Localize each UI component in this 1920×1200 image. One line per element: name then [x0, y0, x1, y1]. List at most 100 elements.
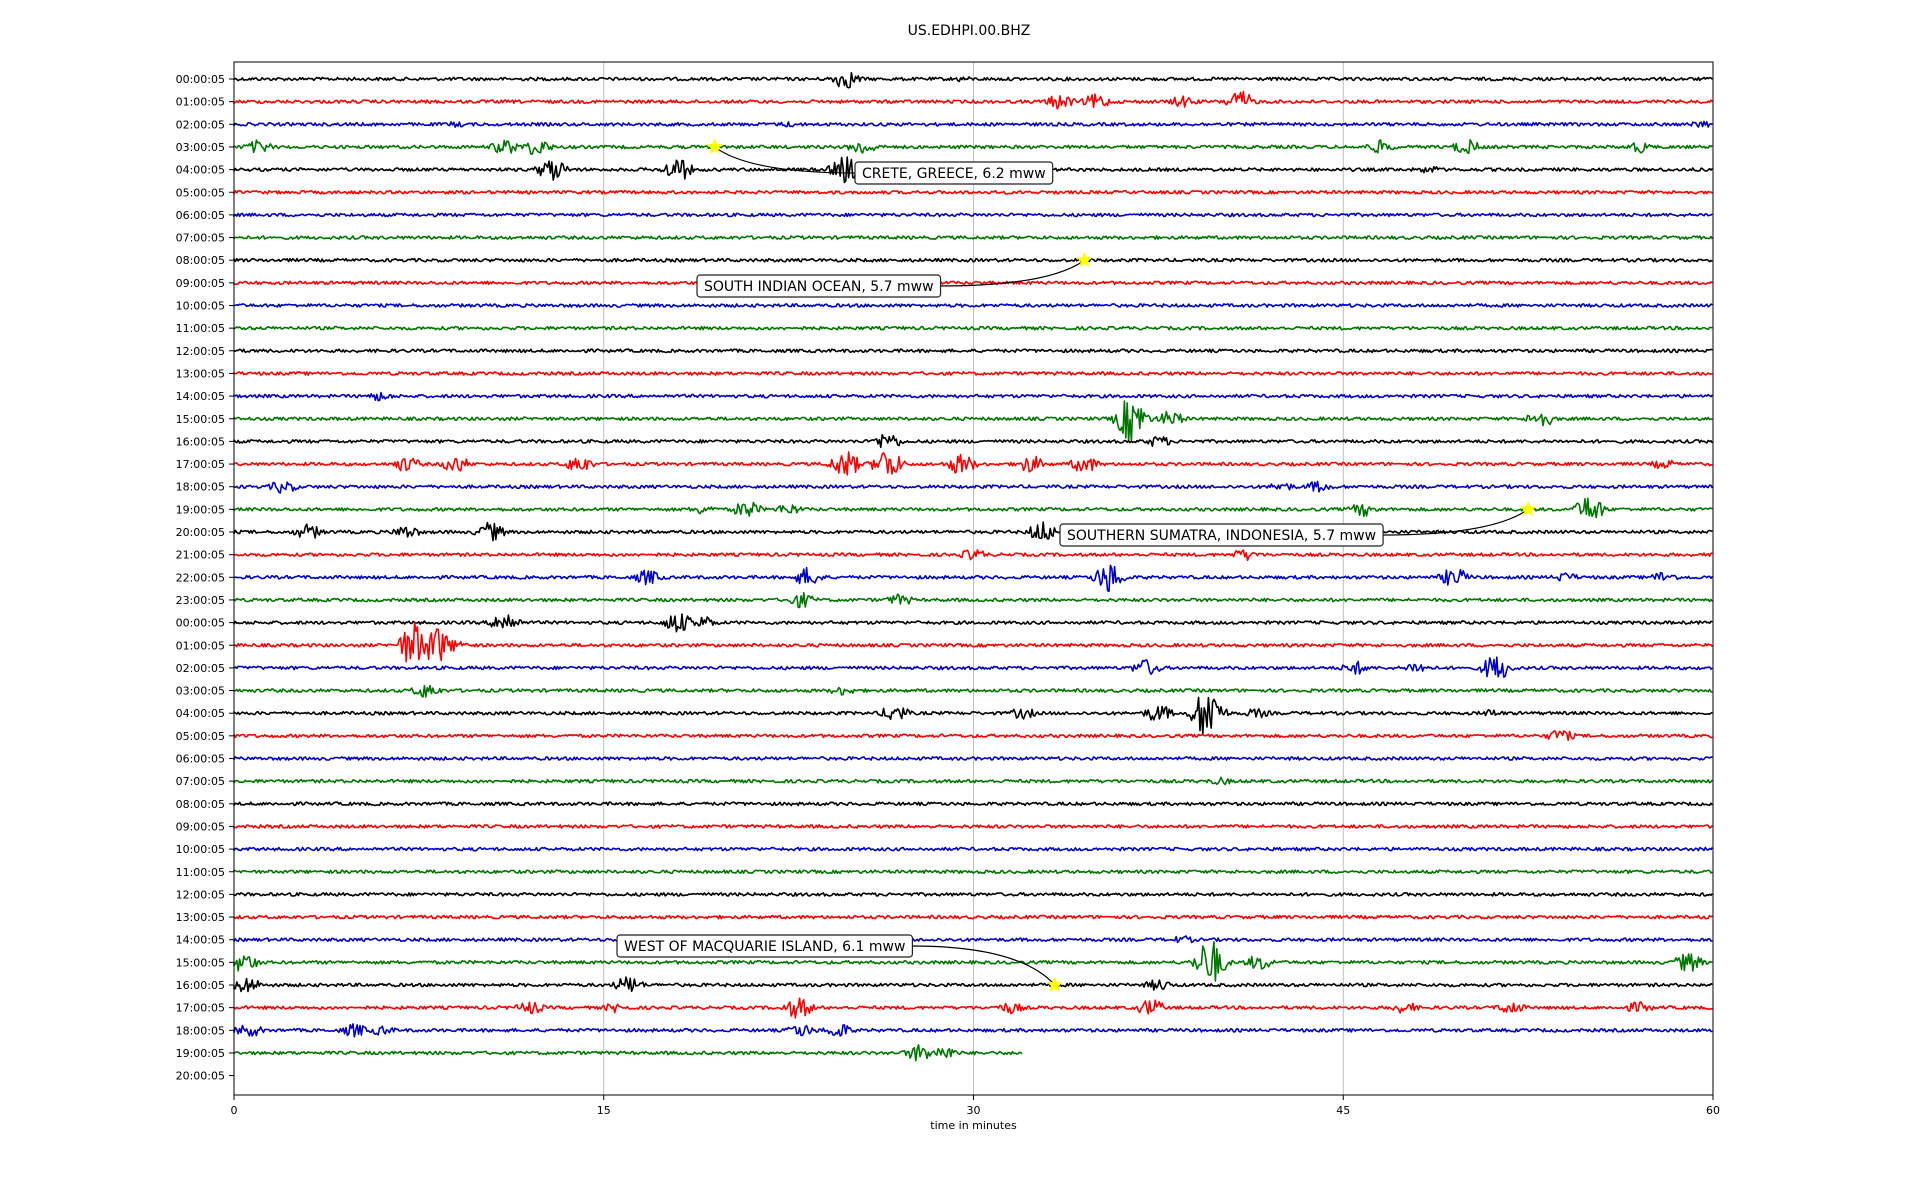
trace-row [233, 235, 1714, 240]
trace-row [233, 549, 1713, 562]
y-tick-label: 17:00:05 [176, 1002, 225, 1015]
trace-row [233, 303, 1713, 308]
trace-row [233, 257, 1713, 263]
y-tick-label: 17:00:05 [176, 458, 225, 471]
event-annotation: CRETE, GREECE, 6.2 mww [706, 138, 1054, 185]
event-star-icon [1076, 251, 1093, 268]
event-annotation: WEST OF MACQUARIE ISLAND, 6.1 mww [616, 934, 1064, 993]
trace-row [233, 613, 1713, 633]
y-tick-label: 06:00:05 [176, 209, 225, 222]
y-tick-label: 08:00:05 [176, 798, 225, 811]
trace-row [233, 801, 1714, 807]
event-label: SOUTHERN SUMATRA, INDONESIA, 5.7 mww [1067, 528, 1376, 544]
y-tick-label: 18:00:05 [176, 481, 225, 494]
trace-row [233, 120, 1713, 128]
trace-row [233, 914, 1713, 920]
trace-row [233, 621, 1714, 663]
chart-title: US.EDHPI.00.BHZ [908, 23, 1031, 39]
event-label-box [696, 274, 942, 298]
trace-row [233, 592, 1714, 609]
x-tick-label: 30 [967, 1104, 981, 1117]
y-tick-label: 12:00:05 [176, 888, 225, 901]
trace-row [233, 1023, 1713, 1038]
event-annotation: SOUTH INDIAN OCEAN, 5.7 mww [696, 251, 1093, 298]
event-annotation: SOUTHERN SUMATRA, INDONESIA, 5.7 mww [1059, 500, 1537, 547]
x-tick-labels: 0 15 30 45 60 [231, 1095, 1720, 1117]
event-label: SOUTH INDIAN OCEAN, 5.7 mww [704, 279, 934, 295]
y-tick-label: 00:00:05 [176, 73, 225, 86]
trace-row [233, 730, 1713, 742]
trace-row [233, 480, 1714, 494]
event-connector [912, 945, 1056, 986]
x-tick-label: 15 [597, 1104, 611, 1117]
event-star-icon [1519, 500, 1537, 517]
trace-row [233, 371, 1713, 376]
y-tick-label: 12:00:05 [176, 345, 225, 358]
trace-row [233, 656, 1713, 678]
y-tick-label: 02:00:05 [176, 118, 225, 131]
y-tick-label: 05:00:05 [176, 730, 225, 743]
event-annotations: CRETE, GREECE, 6.2 mww SOUTH INDIAN OCEAN… [616, 138, 1537, 993]
event-label-box [1059, 523, 1384, 547]
trace-row [233, 696, 1713, 735]
trace-row [233, 90, 1714, 110]
event-label-box [854, 161, 1054, 185]
trace-row [233, 824, 1713, 829]
y-tick-label: 14:00:05 [176, 934, 225, 947]
trace-row [233, 892, 1714, 897]
event-label: CRETE, GREECE, 6.2 mww [862, 166, 1046, 182]
y-tick-label: 15:00:05 [176, 413, 225, 426]
trace-row [233, 348, 1713, 354]
y-tick-label: 09:00:05 [176, 820, 225, 833]
event-label: WEST OF MACQUARIE ISLAND, 6.1 mww [624, 939, 905, 955]
trace-row [233, 935, 1713, 944]
event-connector [1383, 508, 1529, 536]
trace-row [233, 1044, 1023, 1062]
trace-row [233, 400, 1713, 443]
y-tick-label: 13:00:05 [176, 911, 225, 924]
y-tick-label: 20:00:05 [176, 1070, 225, 1083]
trace-row [233, 139, 1713, 155]
trace-row [233, 212, 1713, 218]
y-tick-label: 00:00:05 [176, 617, 225, 630]
y-tick-label: 06:00:05 [176, 753, 225, 766]
trace-row [233, 497, 1713, 519]
y-tick-label: 20:00:05 [176, 526, 225, 539]
y-tick-label: 04:00:05 [176, 707, 225, 720]
y-tick-label: 16:00:05 [176, 435, 225, 448]
y-tick-label: 14:00:05 [176, 390, 225, 403]
trace-row [233, 976, 1713, 993]
event-star-icon [706, 138, 723, 154]
y-tick-label: 16:00:05 [176, 979, 225, 992]
x-axis-label: time in minutes [930, 1119, 1017, 1132]
x-tick-label: 60 [1706, 1104, 1720, 1117]
y-tick-label: 05:00:05 [176, 186, 225, 199]
y-tick-label: 19:00:05 [176, 503, 225, 516]
y-tick-label: 03:00:05 [176, 141, 225, 154]
y-tick-label: 11:00:05 [176, 322, 225, 335]
plot-frame [233, 61, 1714, 1096]
trace-row [233, 869, 1713, 875]
y-tick-label: 19:00:05 [176, 1047, 225, 1060]
y-tick-label: 21:00:05 [176, 549, 225, 562]
trace-row [233, 434, 1714, 449]
y-tick-label: 10:00:05 [176, 300, 225, 313]
event-star-icon [1046, 976, 1064, 993]
trace-row [233, 776, 1714, 786]
trace-row [233, 756, 1713, 761]
trace-row [233, 325, 1713, 331]
trace-row [233, 997, 1713, 1019]
trace-row [233, 941, 1713, 982]
y-tick-label: 01:00:05 [176, 96, 225, 109]
event-label-box [616, 934, 914, 958]
y-tick-label: 01:00:05 [176, 639, 225, 652]
trace-row [233, 846, 1714, 852]
y-tick-labels: 00:00:05 01:00:05 02:00:05 03:00:05 04:00:05… [176, 73, 234, 1083]
y-tick-label: 03:00:05 [176, 685, 225, 698]
x-tick-label: 45 [1336, 1104, 1350, 1117]
trace-row [233, 189, 1713, 195]
y-tick-label: 11:00:05 [176, 866, 225, 879]
event-connector [940, 259, 1085, 287]
